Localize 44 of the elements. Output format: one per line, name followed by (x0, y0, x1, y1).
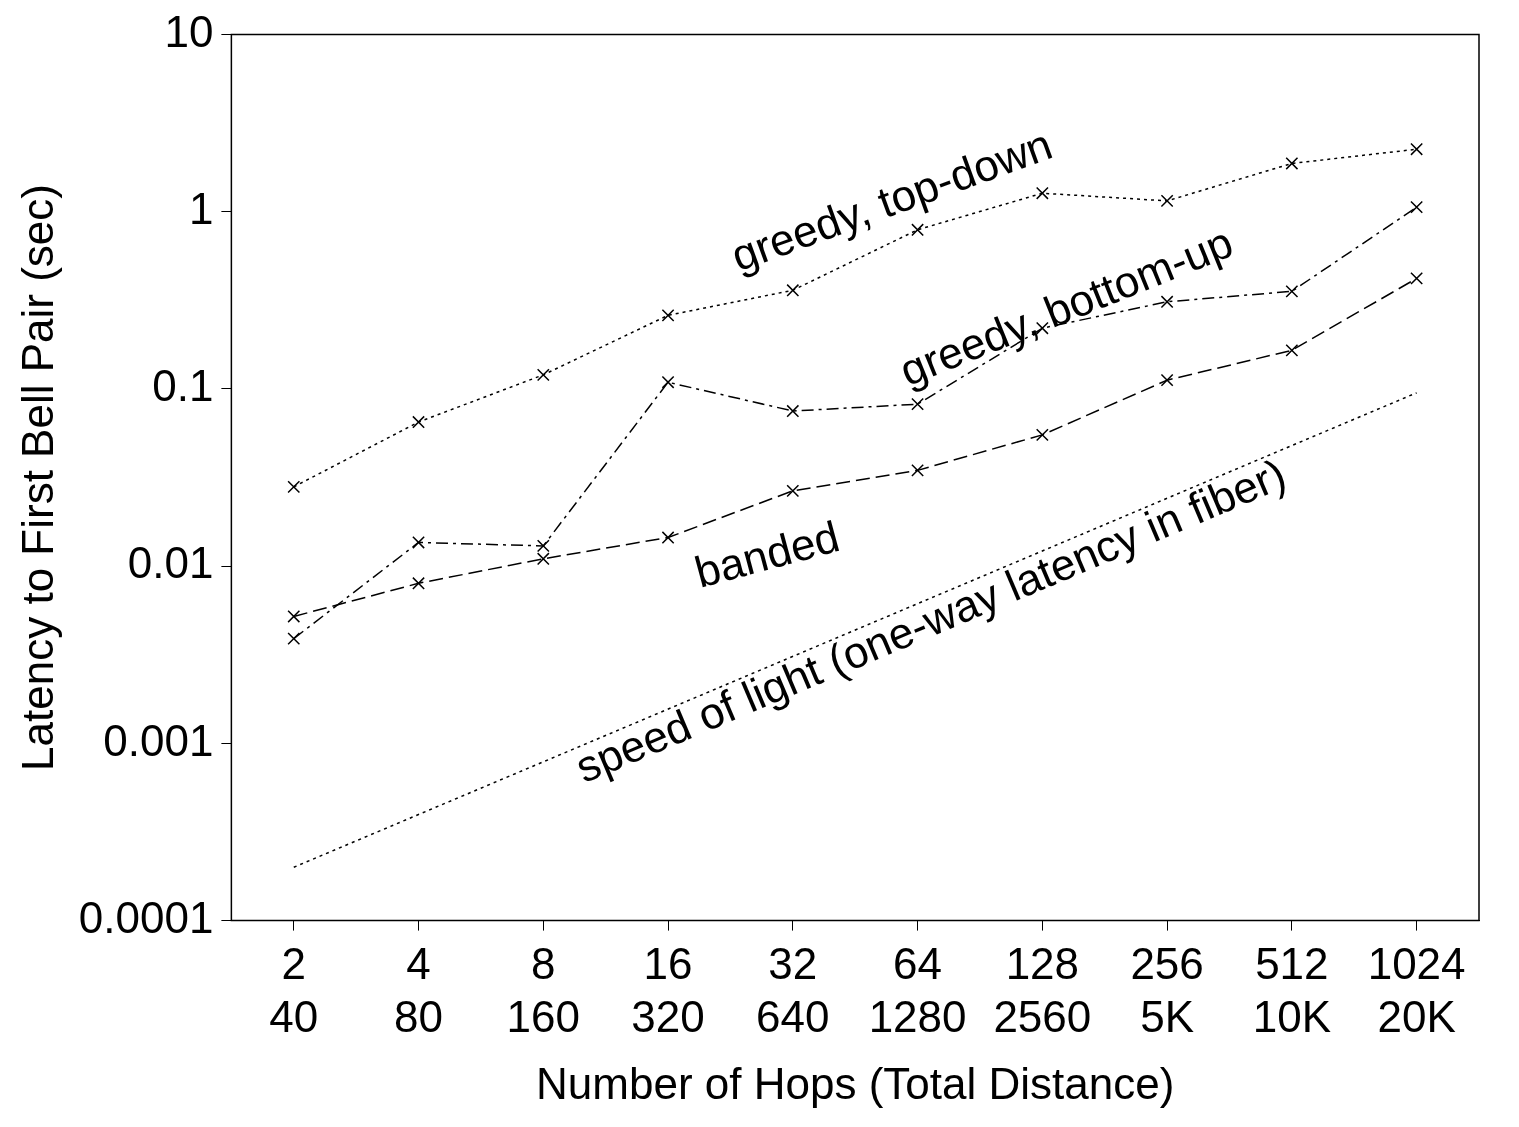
point (786, 404, 800, 418)
point (412, 536, 425, 549)
text: banded (689, 511, 845, 597)
x-tick-label: 2 40 (269, 939, 319, 1041)
x-tick-label: 128 2560 (993, 939, 1092, 1041)
x-axis-title: Number of Hops (Total Distance) (536, 1058, 1175, 1108)
point (661, 375, 675, 389)
y-tick-label: 0.1 (152, 361, 214, 411)
point (1035, 428, 1049, 442)
x-tick-label: 32 640 (756, 939, 830, 1041)
point (412, 576, 425, 590)
x-tick-label: 256 5K (1130, 939, 1204, 1041)
x-tick-label: 64 1280 (868, 939, 967, 1041)
point (911, 463, 924, 477)
point (661, 531, 675, 544)
point (1410, 142, 1424, 156)
x-tick-label: 1024 20K (1367, 939, 1466, 1041)
point (1285, 157, 1299, 170)
point (911, 223, 924, 237)
point (287, 480, 301, 494)
point (412, 415, 425, 429)
point (661, 308, 675, 322)
point (786, 283, 800, 297)
point (1160, 373, 1174, 387)
point (287, 610, 301, 623)
point (786, 484, 800, 498)
point (1285, 343, 1299, 357)
point (287, 632, 301, 646)
point (1410, 272, 1424, 285)
point (911, 397, 924, 411)
x-tick-label: 8 160 (506, 939, 580, 1041)
y-tick-label: 0.01 (127, 538, 214, 588)
y-tick-label: 0.001 (103, 715, 214, 765)
point (1160, 194, 1174, 208)
y-tick-label: 1 (188, 183, 214, 233)
point (536, 368, 550, 382)
y-tick-label: 0.0001 (78, 892, 214, 942)
y-tick-label: 10 (164, 6, 214, 56)
point (1410, 200, 1424, 214)
y-axis-title: Latency to First Bell Pair (sec) (12, 184, 62, 771)
x-tick-label: 4 80 (394, 939, 443, 1041)
x-tick-label: 16 320 (631, 939, 705, 1041)
x-tick-label: 512 10K (1252, 939, 1332, 1041)
point (1285, 284, 1299, 298)
